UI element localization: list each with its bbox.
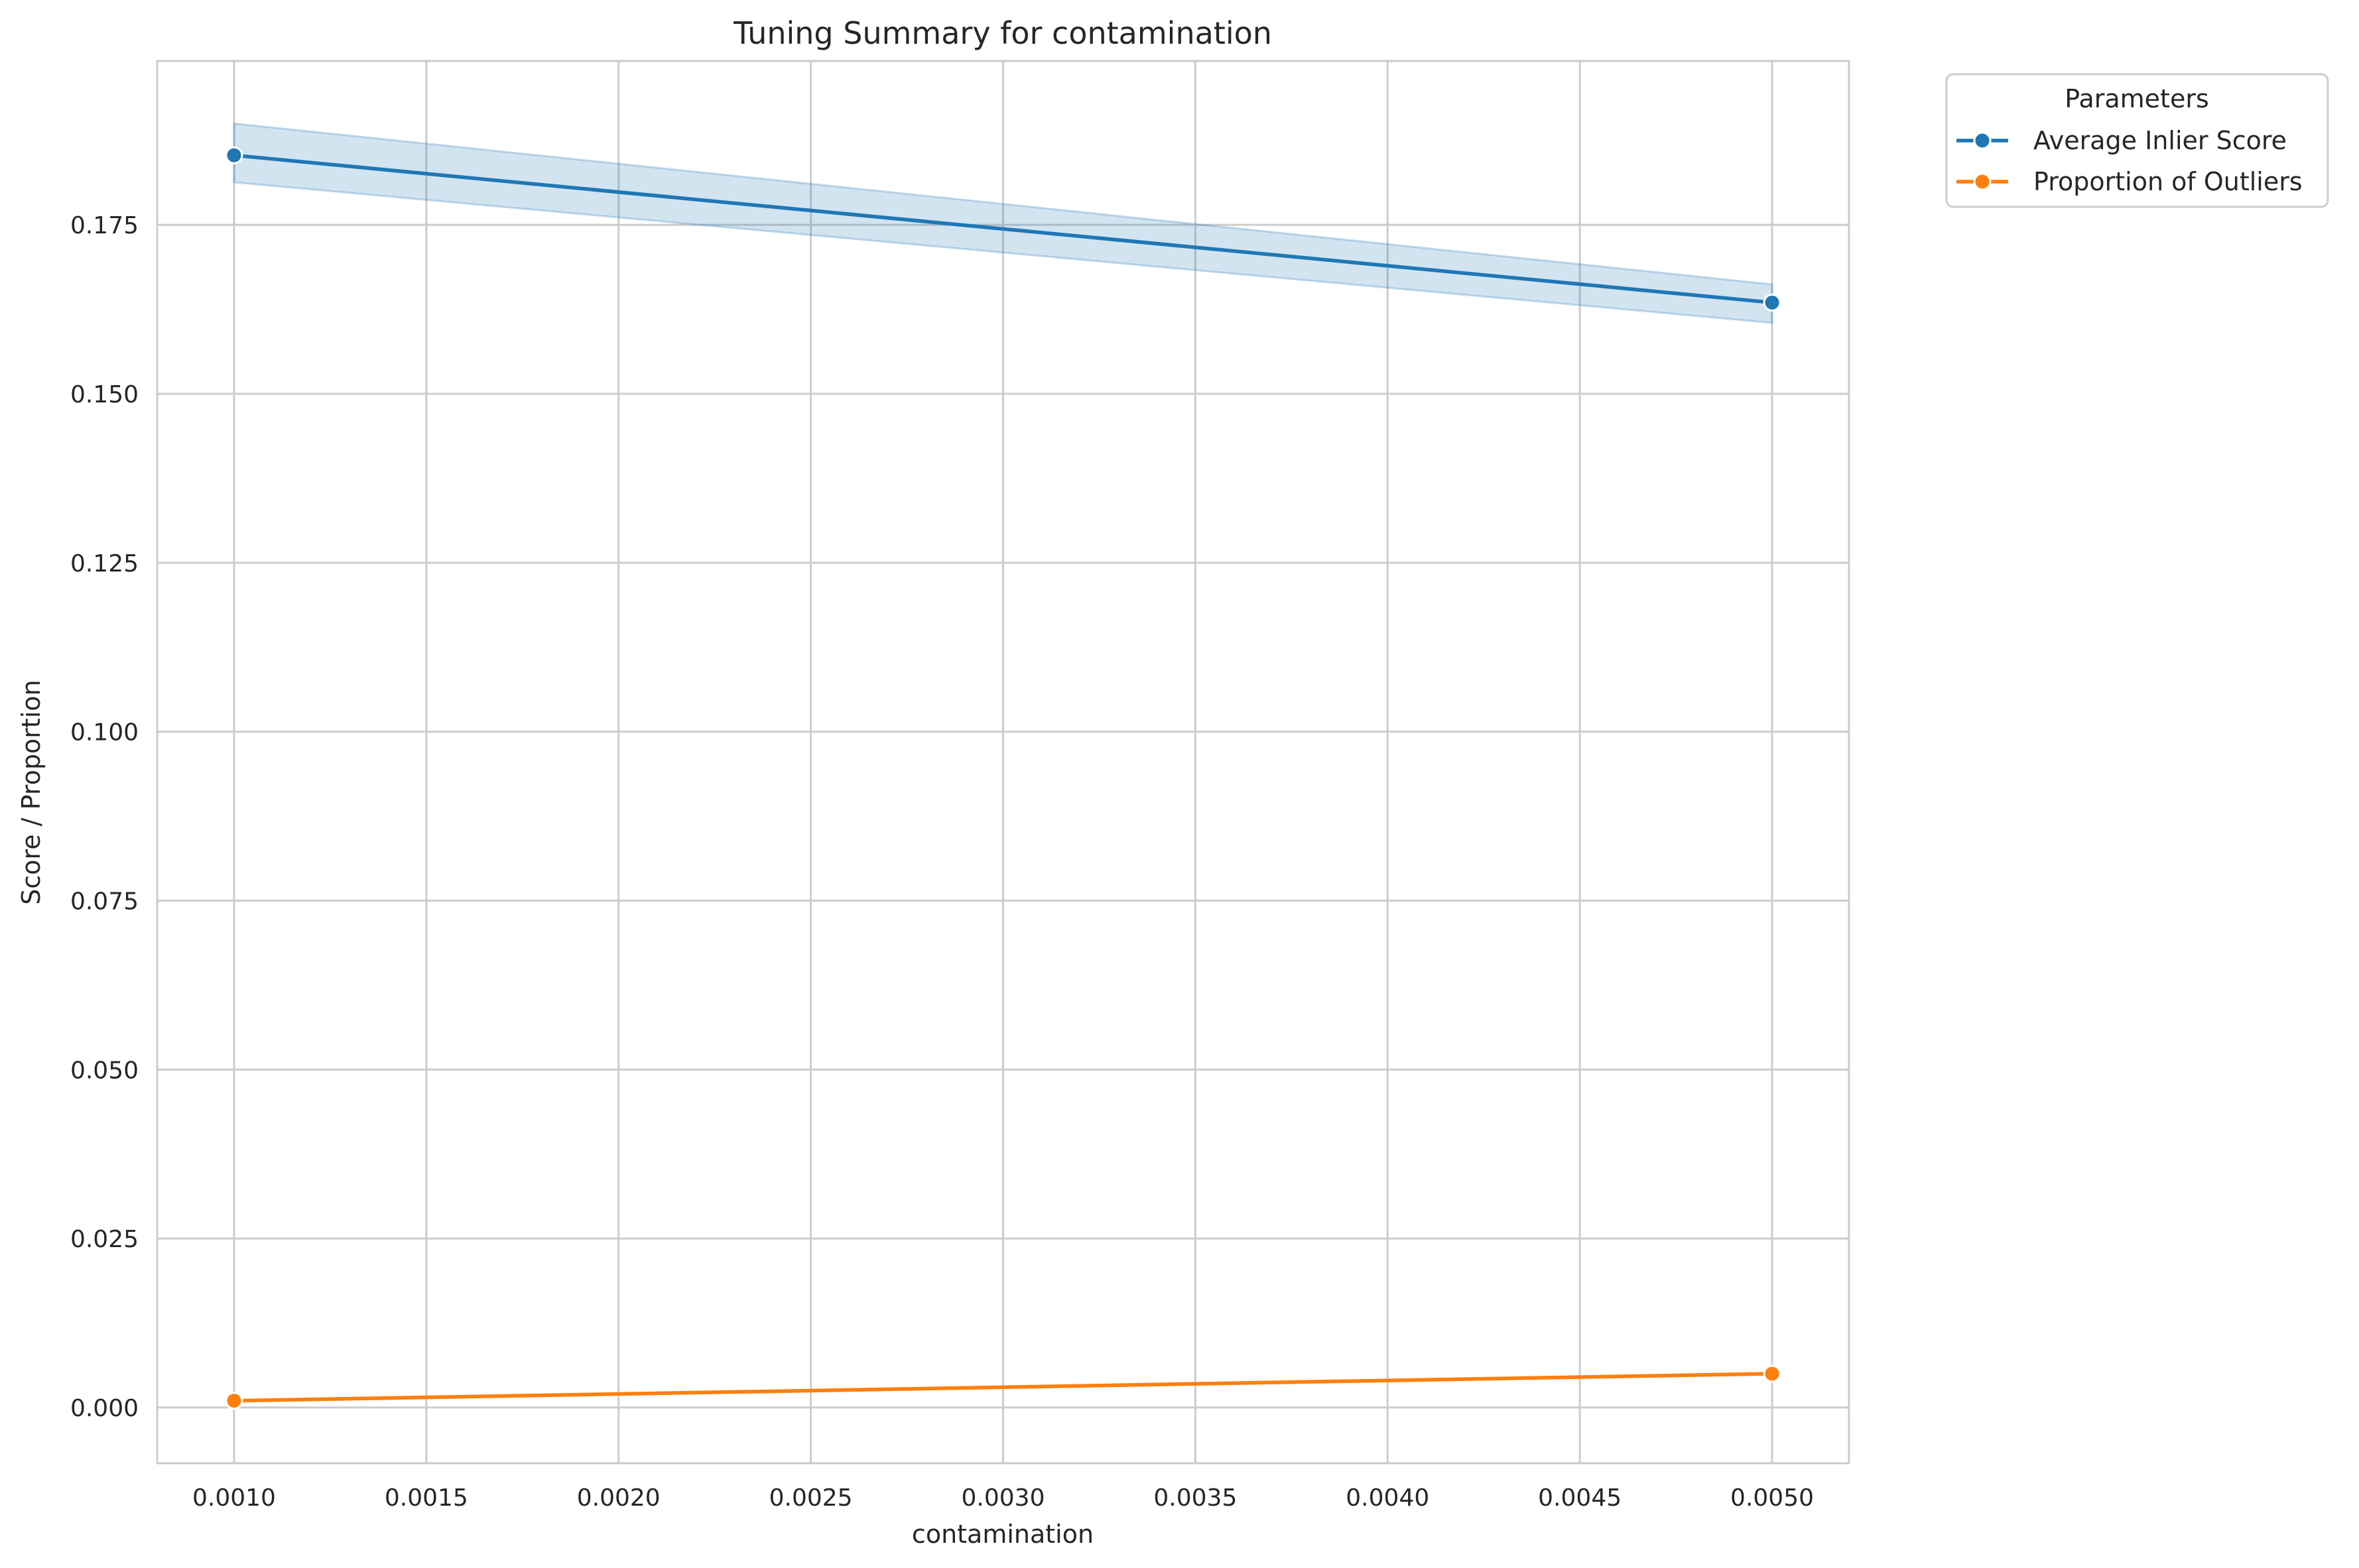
plot-frame (156, 60, 1850, 1465)
x-tick-label: 0.0020 (577, 1484, 661, 1512)
x-tick-label: 0.0040 (1346, 1484, 1429, 1512)
legend-items: Average Inlier Score Proportion of Outlie… (1956, 126, 2303, 196)
legend: Parameters Average Inlier Score Proportio… (1945, 73, 2329, 208)
y-tick-label: 0.100 (70, 719, 139, 747)
data-point (1763, 293, 1781, 312)
series-markers (225, 146, 1781, 1410)
y-tick-label: 0.175 (70, 212, 139, 239)
x-tick-label: 0.0045 (1538, 1484, 1622, 1512)
series-lines (233, 153, 1773, 1403)
series-line (233, 1372, 1773, 1403)
y-tick-label: 0.000 (70, 1395, 139, 1422)
legend-label: Proportion of Outliers (2033, 167, 2303, 196)
legend-marker-swatch (1973, 131, 1992, 150)
data-point (225, 146, 243, 164)
x-tick-label: 0.0025 (769, 1484, 853, 1512)
x-tick-label: 0.0030 (962, 1484, 1045, 1512)
series-line (233, 153, 1773, 305)
data-point (1763, 1364, 1781, 1383)
x-tick-labels: 0.0010 0.0015 0.0020 0.0025 0.0030 0.0035 0.00… (192, 1484, 1814, 1512)
y-tick-label: 0.125 (70, 550, 139, 577)
y-tick-label: 0.025 (70, 1226, 139, 1253)
y-tick-label: 0.075 (70, 888, 139, 915)
x-tick-label: 0.0035 (1153, 1484, 1237, 1512)
x-axis-label: contamination (912, 1520, 1094, 1549)
x-tick-label: 0.0050 (1730, 1484, 1814, 1512)
legend-frame (1945, 73, 2329, 208)
y-tick-label: 0.150 (70, 381, 139, 408)
y-tick-labels: 0.000 0.025 0.050 0.075 0.100 0.125 0.150 0.175 (70, 212, 139, 1422)
legend-title: Parameters (2065, 84, 2209, 113)
data-point (225, 1392, 243, 1410)
y-axis-label: Score / Proportion (17, 680, 46, 904)
y-tick-label: 0.050 (70, 1057, 139, 1084)
legend-marker-swatch (1973, 172, 1992, 191)
legend-label: Average Inlier Score (2033, 126, 2287, 155)
x-tick-label: 0.0015 (385, 1484, 468, 1512)
chart-title: Tuning Summary for contamination (733, 15, 1272, 51)
x-tick-label: 0.0010 (192, 1484, 276, 1512)
